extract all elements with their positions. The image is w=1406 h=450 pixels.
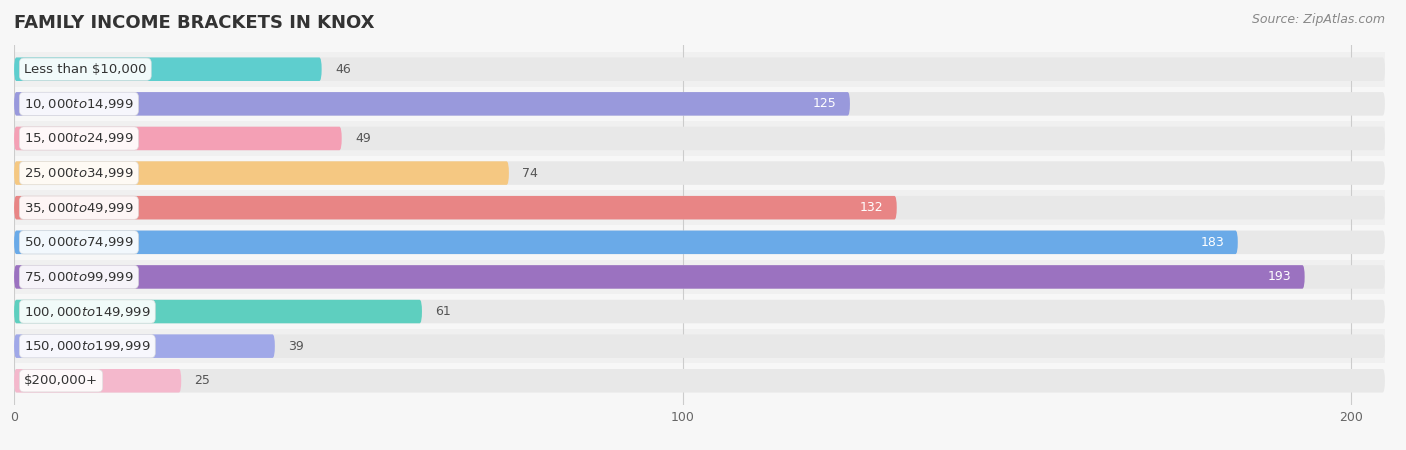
Text: 49: 49 — [356, 132, 371, 145]
Bar — [14, 52, 1385, 86]
FancyBboxPatch shape — [14, 161, 1385, 185]
Text: 193: 193 — [1268, 270, 1291, 284]
Bar — [14, 329, 1385, 364]
FancyBboxPatch shape — [14, 334, 1385, 358]
Bar — [14, 225, 1385, 260]
Bar — [14, 364, 1385, 398]
Text: 39: 39 — [288, 340, 304, 353]
FancyBboxPatch shape — [14, 161, 509, 185]
Text: Less than $10,000: Less than $10,000 — [24, 63, 146, 76]
Text: $25,000 to $34,999: $25,000 to $34,999 — [24, 166, 134, 180]
Text: $150,000 to $199,999: $150,000 to $199,999 — [24, 339, 150, 353]
Bar — [14, 190, 1385, 225]
FancyBboxPatch shape — [14, 300, 1385, 323]
Text: 46: 46 — [335, 63, 350, 76]
FancyBboxPatch shape — [14, 300, 422, 323]
FancyBboxPatch shape — [14, 230, 1385, 254]
FancyBboxPatch shape — [14, 58, 1385, 81]
FancyBboxPatch shape — [14, 369, 1385, 392]
Bar — [14, 260, 1385, 294]
Text: 132: 132 — [859, 201, 883, 214]
FancyBboxPatch shape — [14, 127, 342, 150]
FancyBboxPatch shape — [14, 127, 1385, 150]
Text: $100,000 to $149,999: $100,000 to $149,999 — [24, 305, 150, 319]
Text: FAMILY INCOME BRACKETS IN KNOX: FAMILY INCOME BRACKETS IN KNOX — [14, 14, 374, 32]
Bar — [14, 156, 1385, 190]
Text: $50,000 to $74,999: $50,000 to $74,999 — [24, 235, 134, 249]
Bar — [14, 121, 1385, 156]
FancyBboxPatch shape — [14, 196, 1385, 220]
FancyBboxPatch shape — [14, 196, 897, 220]
Text: $15,000 to $24,999: $15,000 to $24,999 — [24, 131, 134, 145]
Text: 183: 183 — [1201, 236, 1225, 249]
FancyBboxPatch shape — [14, 265, 1385, 289]
FancyBboxPatch shape — [14, 265, 1305, 289]
FancyBboxPatch shape — [14, 369, 181, 392]
FancyBboxPatch shape — [14, 230, 1237, 254]
Text: 61: 61 — [436, 305, 451, 318]
FancyBboxPatch shape — [14, 334, 274, 358]
Text: $200,000+: $200,000+ — [24, 374, 98, 387]
Text: $35,000 to $49,999: $35,000 to $49,999 — [24, 201, 134, 215]
Text: 125: 125 — [813, 97, 837, 110]
Bar — [14, 86, 1385, 121]
Text: 74: 74 — [522, 166, 538, 180]
FancyBboxPatch shape — [14, 92, 1385, 116]
FancyBboxPatch shape — [14, 58, 322, 81]
Text: Source: ZipAtlas.com: Source: ZipAtlas.com — [1251, 14, 1385, 27]
Text: 25: 25 — [194, 374, 211, 387]
FancyBboxPatch shape — [14, 92, 851, 116]
Bar — [14, 294, 1385, 329]
Text: $10,000 to $14,999: $10,000 to $14,999 — [24, 97, 134, 111]
Text: $75,000 to $99,999: $75,000 to $99,999 — [24, 270, 134, 284]
